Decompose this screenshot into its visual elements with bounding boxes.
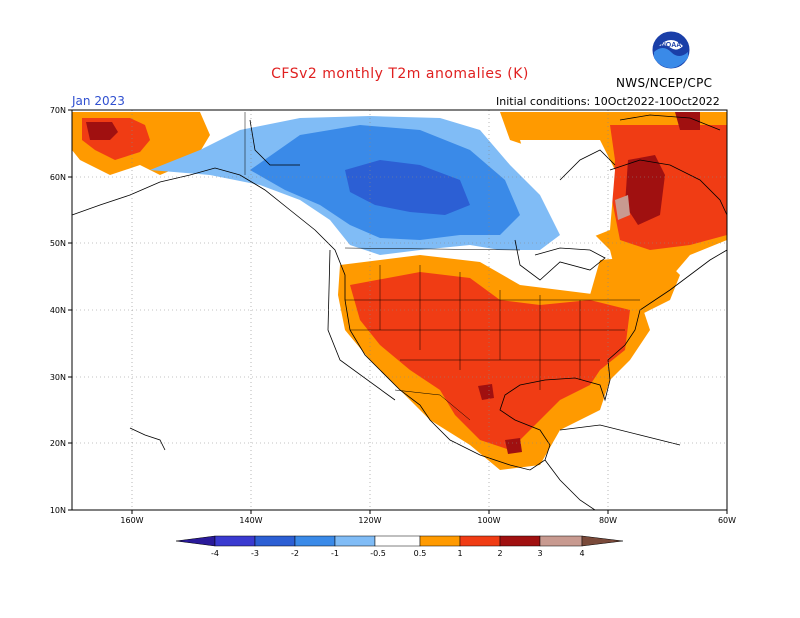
plot-area — [72, 110, 727, 510]
colorbar-label-neg3: -3 — [251, 549, 259, 558]
lon-label-160w: 160W — [120, 516, 143, 525]
vhot-region-greenland — [675, 112, 700, 130]
colorbar-label-neg4: -4 — [211, 549, 219, 558]
initial-conditions: Initial conditions: 10Oct2022-10Oct2022 — [496, 95, 720, 108]
noaa-logo: NOAA — [651, 30, 691, 70]
colorbar-labels: -4 -3 -2 -1 -0.5 0.5 1 2 3 4 — [211, 549, 585, 558]
colorbar-lt-neg4 — [175, 535, 216, 547]
colorbar-p2-3 — [499, 535, 541, 547]
colorbar-label-p4: 4 — [579, 549, 584, 558]
lon-label-80w: 80W — [599, 516, 617, 525]
tick-marks — [68, 109, 728, 514]
vhot-region-texas — [478, 384, 494, 400]
colorbar-label-neg05: -0.5 — [370, 549, 386, 558]
vhot-region-bering — [86, 122, 118, 140]
map-title: CFSv2 monthly T2m anomalies (K) — [271, 66, 529, 82]
colorbar-p05-1 — [419, 535, 461, 547]
colorbar — [175, 535, 624, 547]
colorbar-label-neg1: -1 — [331, 549, 339, 558]
vhot-region-mexico — [505, 438, 522, 454]
lat-label-40n: 40N — [50, 306, 66, 315]
neutral-region-quebec — [520, 140, 615, 240]
colorbar-label-p3: 3 — [537, 549, 542, 558]
colorbar-label-p2: 2 — [497, 549, 502, 558]
brown-region-labrador — [615, 195, 630, 220]
forecast-month: Jan 2023 — [72, 94, 125, 108]
vhot-region-labrador — [625, 155, 665, 225]
colorbar-neutral — [374, 535, 421, 547]
noaa-logo-text: NOAA — [661, 42, 682, 49]
colorbar-label-p05: 0.5 — [414, 549, 427, 558]
lon-label-60w: 60W — [718, 516, 736, 525]
lon-label-100w: 100W — [477, 516, 500, 525]
colorbar-gt4 — [581, 535, 624, 547]
lat-label-60n: 60N — [50, 173, 66, 182]
colorbar-neg3-neg2 — [254, 535, 296, 547]
colorbar-label-p1: 1 — [457, 549, 462, 558]
source-label: NWS/NCEP/CPC — [616, 76, 713, 90]
lat-label-10n: 10N — [50, 506, 66, 515]
lon-label-140w: 140W — [239, 516, 262, 525]
colorbar-neg4-neg3 — [214, 535, 256, 547]
colorbar-neg1-neg05 — [334, 535, 376, 547]
lat-label-50n: 50N — [50, 239, 66, 248]
colorbar-p1-2 — [459, 535, 501, 547]
colorbar-label-neg2: -2 — [291, 549, 299, 558]
gridlines — [72, 110, 727, 510]
cold-strong-canada — [345, 160, 470, 215]
coastlines — [71, 114, 728, 511]
lat-label-70n: 70N — [50, 106, 66, 115]
lat-label-20n: 20N — [50, 439, 66, 448]
lat-label-30n: 30N — [50, 373, 66, 382]
colorbar-neg2-neg1 — [294, 535, 336, 547]
lon-label-120w: 120W — [358, 516, 381, 525]
political-boundaries — [244, 112, 640, 421]
colorbar-p3-4 — [539, 535, 583, 547]
